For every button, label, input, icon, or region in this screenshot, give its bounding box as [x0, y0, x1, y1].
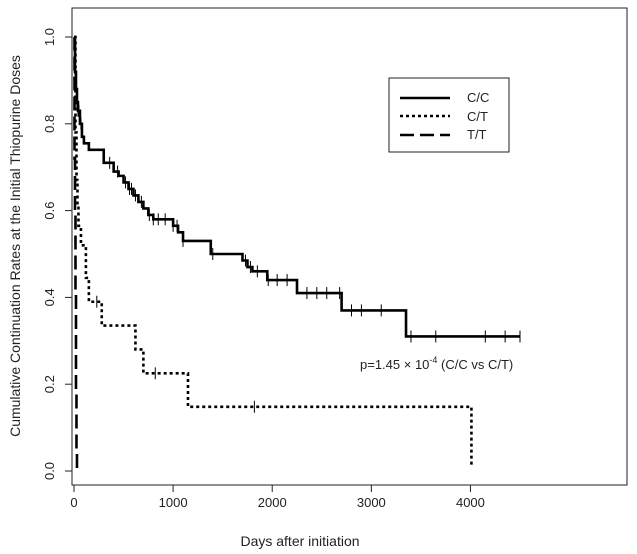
x-tick-label: 1000 — [159, 495, 188, 510]
x-tick-label: 2000 — [258, 495, 287, 510]
p-value-annotation: p=1.45 × 10-4 (C/C vs C/T) — [360, 355, 513, 372]
series-line-ct — [74, 35, 473, 467]
series-layer — [73, 35, 520, 471]
y-axis-title: Cumulative Continuation Rates at the Ini… — [7, 55, 23, 437]
p-value-exponent: -4 — [429, 355, 437, 365]
y-tick-label: 0.4 — [42, 288, 57, 306]
y-axis: 0.0 0.2 0.4 0.6 0.8 1.0 — [42, 28, 73, 480]
legend: C/C C/T T/T — [388, 77, 510, 153]
y-tick-label: 0.2 — [42, 375, 57, 393]
y-tick-label: 0.0 — [42, 462, 57, 480]
censor-marks-layer — [76, 96, 521, 413]
x-tick-label: 3000 — [357, 495, 386, 510]
plot-frame — [71, 7, 628, 486]
y-tick-label: 0.8 — [42, 115, 57, 133]
x-axis: 0 1000 2000 3000 4000 — [70, 484, 485, 510]
legend-label-cc: C/C — [467, 90, 489, 105]
series-line-cc — [73, 35, 520, 338]
x-axis-title: Days after initiation — [240, 533, 359, 549]
legend-label-tt: T/T — [467, 127, 487, 142]
y-tick-label: 1.0 — [42, 28, 57, 46]
p-value-suffix: (C/C vs C/T) — [437, 357, 513, 372]
y-tick-label: 0.6 — [42, 202, 57, 220]
legend-label-ct: C/T — [467, 109, 488, 124]
x-tick-label: 0 — [70, 495, 77, 510]
p-value-prefix: p=1.45 × 10 — [360, 357, 429, 372]
x-tick-label: 4000 — [456, 495, 485, 510]
series-line-tt — [73, 35, 79, 471]
